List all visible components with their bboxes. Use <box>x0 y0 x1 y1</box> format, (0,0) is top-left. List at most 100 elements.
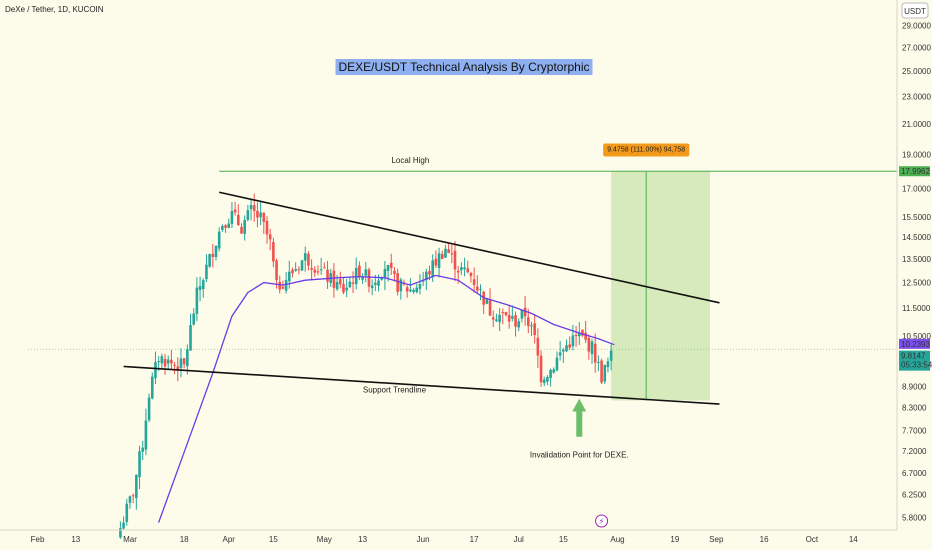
candle-body <box>469 272 473 277</box>
candle-body <box>415 287 419 293</box>
candle-body <box>154 362 157 379</box>
currency-button-label: USDT <box>904 7 926 16</box>
candle-body <box>192 313 196 325</box>
price-tick-label: 8.9000 <box>902 382 927 391</box>
time-tick-label: 13 <box>358 535 367 544</box>
candle-body <box>383 268 387 279</box>
candle-body <box>135 474 138 499</box>
candle-body <box>233 209 237 213</box>
price-tick-label: 11.5000 <box>902 304 931 313</box>
candle-body <box>237 214 240 225</box>
candle-body <box>284 280 288 291</box>
candle-body <box>565 345 568 352</box>
candle-body <box>380 277 384 280</box>
price-tick-label: 7.2000 <box>902 447 927 456</box>
time-tick-label: Mar <box>123 535 137 544</box>
candle-body <box>291 269 294 274</box>
candle-body <box>533 323 536 336</box>
support-trendline[interactable] <box>123 365 720 405</box>
candle-body <box>405 287 409 292</box>
price-tick-label: 12.5000 <box>902 279 931 288</box>
candle-body <box>268 234 272 240</box>
moving-average-line <box>157 274 615 523</box>
candle-body <box>511 316 514 319</box>
last-price-tag: 9.8147 <box>901 352 926 361</box>
price-axis[interactable]: 29.0000 27.0000 25.0000 23.0000 21.0000 19.00… <box>902 21 931 522</box>
price-tick-label: 7.7000 <box>902 427 927 436</box>
currency-button[interactable]: USDT <box>901 2 929 19</box>
time-tick-label: 14 <box>849 535 858 544</box>
candle-body <box>393 270 396 274</box>
candle-body <box>593 343 597 363</box>
candle-body <box>577 332 581 337</box>
time-tick-label: 15 <box>559 535 568 544</box>
time-tick-label: Feb <box>31 535 45 544</box>
candle-body <box>338 279 342 285</box>
candle-body <box>170 359 173 364</box>
candle-body <box>574 334 578 336</box>
candle-body <box>485 298 489 304</box>
candle-body <box>348 281 352 288</box>
candle-body <box>555 357 559 371</box>
candle-body <box>495 319 498 321</box>
candle-body <box>453 250 457 270</box>
candle-body <box>214 245 218 258</box>
candle-body <box>252 205 256 211</box>
candle-body <box>523 307 527 317</box>
measure-label-text: 9.4758 (111.00%) 94,758 <box>607 146 685 153</box>
candle-body <box>141 447 145 452</box>
measure-label: 9.4758 (111.00%) 94,758 <box>603 143 690 157</box>
plot-area[interactable]: Local High Support Trendline DEXE/USDT Tec… <box>28 59 897 539</box>
candle-body <box>354 267 358 285</box>
candle-body <box>249 204 253 210</box>
price-tick-label: 21.0000 <box>902 120 931 129</box>
candle-body <box>437 253 441 269</box>
price-tick-label: 19.0000 <box>902 151 931 160</box>
candle-body <box>342 284 345 293</box>
candle-body <box>326 269 329 282</box>
time-tick-label: Jun <box>417 535 430 544</box>
candle-body <box>345 287 348 291</box>
lightning-icon[interactable]: ⚡ <box>599 517 605 526</box>
candle-body <box>444 248 447 258</box>
candle-body <box>389 262 393 268</box>
invalidation-label: Invalidation Point for DEXE. <box>530 451 629 460</box>
candle-body <box>131 495 135 497</box>
candle-body <box>476 286 479 291</box>
candle-body <box>447 249 450 253</box>
candle-body <box>272 242 275 262</box>
chart-title-bg <box>335 59 593 75</box>
candle-body <box>221 225 224 230</box>
candle-body <box>374 282 377 286</box>
arrow-up-icon <box>572 398 587 437</box>
candle-body <box>310 268 313 270</box>
time-tick-label: 18 <box>180 535 189 544</box>
candle-body <box>603 364 607 382</box>
local-high-label: Local High <box>391 156 429 165</box>
lightning-icon-bg[interactable] <box>595 514 609 528</box>
candle-body <box>160 356 164 364</box>
candle-body <box>549 369 552 379</box>
candle-body <box>307 253 310 266</box>
candle-body <box>195 287 199 314</box>
candle-body <box>562 349 565 352</box>
chart-title-text: DEXE/USDT Technical Analysis By Cryptorp… <box>339 60 590 74</box>
candle-body <box>412 289 415 293</box>
candle-body <box>278 281 282 290</box>
local-high-tag-bg <box>899 166 930 177</box>
candle-body <box>434 258 438 266</box>
candle-body <box>460 267 463 271</box>
time-tick-label: Jul <box>514 535 524 544</box>
candle-body <box>189 325 192 351</box>
candle-body <box>409 289 412 292</box>
resistance-trendline[interactable] <box>219 191 720 304</box>
candle-body <box>179 358 183 368</box>
candle-body <box>332 270 336 288</box>
candle-body <box>584 332 587 340</box>
candle-body <box>514 315 517 327</box>
candle-body <box>144 420 148 450</box>
candle-body <box>479 289 482 291</box>
time-axis[interactable]: Feb 13 Mar 18 Apr 15 May 13 Jun 17 Jul 15 Aug 19 Sep 16… <box>31 535 859 544</box>
candle-body <box>262 212 266 222</box>
